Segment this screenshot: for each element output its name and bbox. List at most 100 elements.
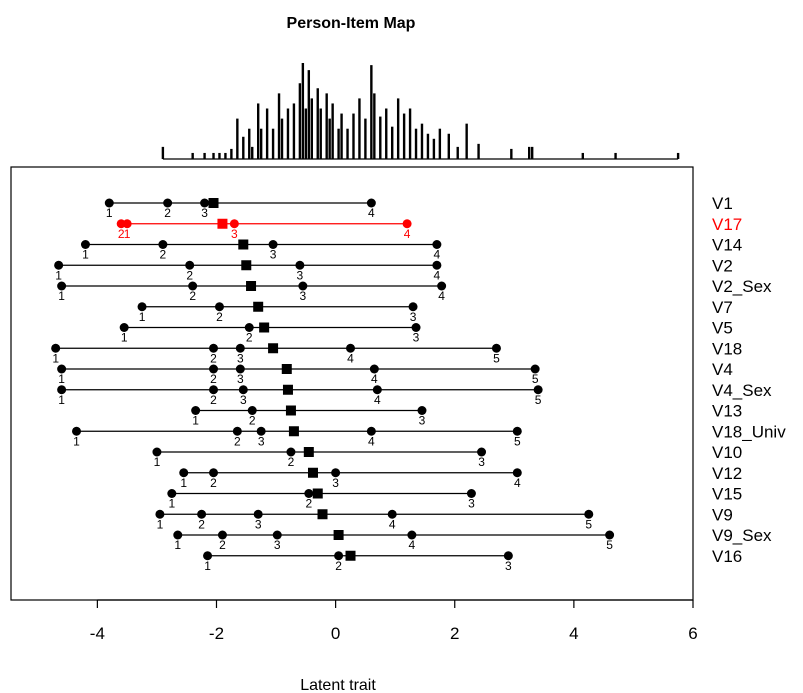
threshold-label: 3 [505, 559, 512, 573]
threshold-point [104, 198, 114, 208]
threshold-point [437, 281, 447, 291]
threshold-label: 2 [210, 393, 217, 407]
item-location-marker [281, 364, 292, 374]
item-location-marker [317, 509, 328, 520]
threshold-point [372, 385, 382, 395]
threshold-point [54, 260, 64, 270]
threshold-label: 1 [124, 227, 131, 241]
item-V1: 1 2 3 4 [104, 198, 376, 220]
item-label: V1 [712, 194, 733, 213]
threshold-label: 2 [198, 517, 205, 531]
threshold-label: 4 [368, 434, 375, 448]
threshold-point [57, 281, 67, 291]
threshold-label: 1 [106, 206, 113, 220]
threshold-label: 4 [514, 476, 521, 490]
threshold-label: 4 [409, 538, 416, 552]
threshold-point [51, 343, 61, 353]
threshold-label: 1 [192, 414, 199, 428]
item-label: V14 [712, 236, 742, 255]
threshold-point [387, 509, 397, 519]
threshold-point [191, 406, 201, 415]
threshold-point [253, 509, 263, 519]
threshold-point [80, 240, 90, 249]
item-location-marker [333, 530, 344, 540]
threshold-point [334, 551, 344, 561]
threshold-label: 4 [347, 351, 354, 365]
threshold-point [57, 385, 67, 395]
threshold-point [491, 343, 501, 353]
threshold-point [369, 364, 379, 374]
item-V16: 1 2 3 [203, 550, 513, 573]
threshold-point [466, 489, 476, 498]
threshold-label: 1 [168, 497, 175, 511]
threshold-point [533, 385, 543, 395]
item-location-marker [217, 218, 228, 229]
item-V13: 1 2 3 [191, 405, 427, 428]
x-tick-label: 4 [569, 624, 578, 643]
threshold-label: 3 [237, 372, 244, 386]
threshold-label: 3 [255, 517, 262, 531]
item-V12: 1 2 3 4 [179, 467, 522, 490]
item-location-marker [282, 384, 293, 395]
threshold-label: 4 [434, 248, 441, 262]
threshold-label: 3 [410, 310, 417, 324]
threshold-point [512, 426, 522, 436]
threshold-point [304, 489, 314, 498]
x-tick-label: -4 [90, 624, 105, 643]
threshold-point [209, 385, 219, 395]
person-histogram [161, 63, 680, 160]
threshold-point [432, 240, 442, 249]
threshold-point [235, 364, 245, 374]
threshold-point [209, 364, 219, 374]
threshold-label: 3 [478, 455, 485, 469]
threshold-label: 3 [231, 227, 238, 241]
item-V2_Sex: 1 2 3 4 [57, 281, 447, 303]
item-location-marker [288, 426, 299, 437]
item-label: V18_Univ [712, 422, 786, 441]
threshold-label: 1 [52, 351, 59, 365]
item-label: V12 [712, 464, 742, 483]
item-location-marker [307, 467, 318, 478]
threshold-point [605, 530, 615, 540]
item-location-marker [241, 260, 252, 271]
threshold-point [203, 551, 213, 561]
threshold-point [366, 426, 376, 436]
threshold-label: 1 [82, 248, 89, 262]
threshold-point [197, 509, 207, 519]
threshold-label: 2 [210, 476, 217, 490]
item-location-marker [259, 322, 270, 333]
threshold-label: 1 [58, 393, 65, 407]
item-label: V7 [712, 298, 733, 317]
threshold-label: 3 [270, 248, 277, 262]
threshold-point [408, 302, 418, 312]
threshold-label: 2 [249, 414, 256, 428]
item-label: V17 [712, 215, 742, 234]
threshold-label: 1 [154, 455, 161, 469]
threshold-label: 1 [55, 268, 62, 282]
chart-title: Person-Item Map [287, 15, 416, 32]
threshold-point [366, 198, 376, 208]
item-V17: 12 3 4 [116, 218, 412, 241]
item-location-marker [268, 343, 279, 354]
threshold-point [214, 302, 224, 312]
threshold-label: 4 [434, 268, 441, 282]
item-label: V10 [712, 443, 742, 462]
item-location-marker [246, 281, 257, 291]
threshold-point [200, 198, 210, 208]
threshold-label: 4 [404, 227, 411, 241]
threshold-point [402, 219, 412, 229]
threshold-point [57, 364, 67, 374]
threshold-label: 3 [300, 289, 307, 303]
threshold-label: 5 [514, 434, 521, 448]
threshold-label: 2 [210, 351, 217, 365]
threshold-label: 4 [438, 289, 445, 303]
item-V10: 1 2 3 [152, 447, 487, 469]
threshold-point [167, 489, 177, 498]
item-V4_Sex: 1 2 3 4 5 [57, 384, 543, 407]
threshold-point [217, 530, 227, 540]
threshold-point [137, 302, 147, 312]
threshold-label: 3 [332, 476, 339, 490]
threshold-label: 3 [419, 414, 426, 428]
threshold-point [346, 343, 356, 353]
